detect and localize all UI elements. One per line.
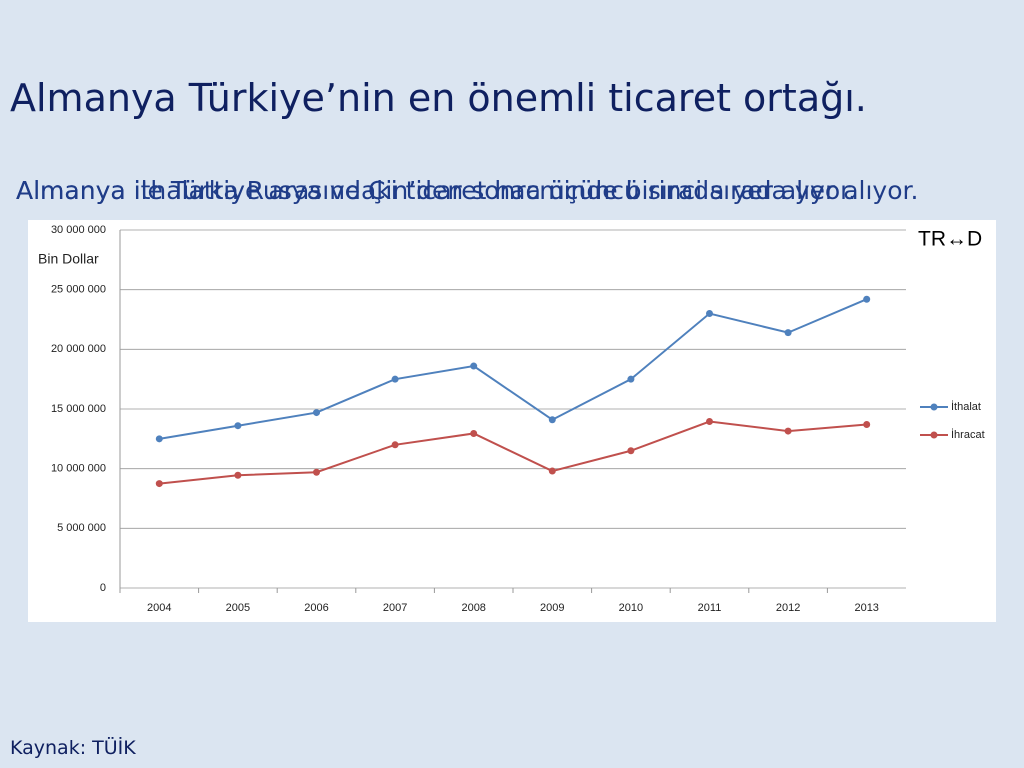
y-axis-label: Bin Dollar [38,251,99,267]
annotation: TR↔D [918,228,982,251]
data-line [159,298,868,440]
data-point [391,441,399,449]
subtitle: Almanya ile Türkiye arasındaki ticaret h… [16,176,919,205]
y-tick-label: 20 000 000 [51,343,106,355]
data-point [863,295,871,303]
y-tick-label: 10 000 000 [51,463,106,475]
data-point [784,427,792,435]
data-point [548,467,556,475]
legend-marker [930,403,938,411]
y-tick-label: 15 000 000 [51,403,106,415]
slide-title: Almanya Türkiye’nin en önemli ticaret or… [10,76,867,120]
subtitle: Almanya ithalatta Rusya ve Çin’den sonra… [16,176,857,205]
data-line [159,420,867,485]
source: Kaynak: TÜİK [10,737,136,759]
x-tick-label: 2011 [698,602,722,614]
y-tick-label: 30 000 000 [51,224,106,236]
data-point [313,409,320,417]
x-tick-label: 2007 [383,602,407,614]
x-tick-label: 2012 [776,602,800,614]
data-point [627,447,635,455]
x-tick-label: 2008 [461,602,485,614]
data-point [234,471,242,479]
y-tick-label: 0 [100,582,106,594]
x-tick-label: 2009 [540,602,564,614]
y-tick-label: 25 000 000 [51,284,106,296]
chart-area [28,220,996,622]
x-tick-label: 2006 [304,602,328,614]
x-tick-label: 2010 [619,602,643,614]
data-point [784,329,792,337]
x-tick-label: 2013 [854,602,878,614]
data-point [391,375,399,383]
data-point [313,468,320,476]
data-point [863,421,871,429]
data-point [548,416,556,424]
legend-label: İthalat [951,400,981,413]
data-point [627,375,635,383]
data-point [155,435,163,443]
data-point [706,418,713,426]
legend-marker [930,431,938,439]
data-point [470,429,478,437]
y-tick-label: 5 000 000 [57,522,106,534]
data-point [706,310,713,318]
x-tick-label: 2004 [147,602,171,614]
x-tick-label: 2005 [226,602,250,614]
data-point [234,422,242,430]
data-point [155,480,163,488]
data-point [470,362,478,370]
legend-label: İhracat [951,428,985,441]
